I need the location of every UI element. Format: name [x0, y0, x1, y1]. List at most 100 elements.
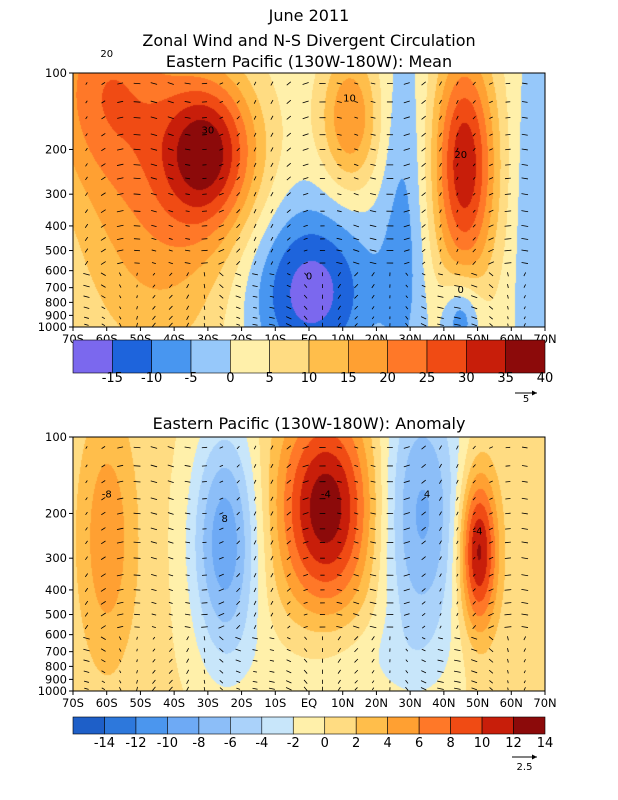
wind-vector: [471, 636, 478, 640]
wind-vector: [354, 272, 359, 277]
wind-vector: [219, 294, 224, 299]
wind-vector: [521, 262, 529, 264]
colorbar-label: -4: [255, 736, 268, 751]
wind-vector: [116, 177, 124, 180]
wind-vector: [253, 445, 257, 450]
wind-vector: [203, 679, 206, 684]
wind-vector: [472, 237, 476, 241]
wind-vector: [456, 479, 459, 484]
wind-vector: [523, 272, 527, 277]
wind-vector: [270, 248, 274, 253]
wind-vector: [488, 192, 494, 196]
wind-vector: [472, 209, 476, 213]
wind-vector: [236, 248, 241, 253]
wind-vector: [454, 637, 461, 640]
wind-vector: [116, 237, 124, 241]
wind-vector: [472, 541, 476, 544]
wind-vector: [456, 81, 459, 86]
wind-vector: [184, 82, 191, 85]
wind-vector: [184, 262, 191, 264]
wind-vector: [521, 541, 529, 544]
wind-vector: [84, 209, 88, 214]
wind-vector: [456, 556, 459, 560]
wind-vector: [303, 305, 308, 310]
wind-vector: [133, 498, 141, 500]
wind-vector: [421, 115, 426, 120]
wind-vector: [152, 679, 156, 684]
wind-vector: [421, 237, 426, 241]
wind-vector: [303, 588, 308, 592]
wind-vector: [405, 316, 409, 320]
wind-vector: [253, 147, 257, 152]
wind-vector: [370, 193, 377, 196]
wind-vector: [101, 306, 106, 310]
wind-vector: [168, 601, 173, 604]
colorbar-cell: [324, 716, 357, 735]
wind-vector: [354, 480, 359, 483]
wind-vector: [136, 322, 138, 327]
wind-vector: [101, 659, 106, 663]
wind-vector: [507, 658, 509, 663]
wind-vector: [167, 133, 174, 137]
wind-vector: [150, 527, 158, 531]
wind-vector: [505, 164, 511, 166]
wind-vector: [421, 132, 426, 137]
wind-vector: [286, 588, 291, 592]
wind-vector: [336, 588, 342, 591]
wind-vector: [100, 209, 106, 214]
y-tick-label: 1000: [38, 320, 67, 334]
wind-vector: [439, 625, 442, 629]
wind-vector: [403, 556, 410, 560]
wind-vector: [151, 626, 156, 628]
wind-vector: [523, 306, 526, 310]
wind-vector: [521, 588, 529, 591]
wind-vector: [437, 680, 444, 683]
wind-vector: [219, 680, 224, 684]
wind-vector: [505, 512, 511, 515]
wind-vector: [286, 115, 292, 120]
wind-vector: [285, 680, 292, 684]
colorbar-cell: [418, 716, 451, 735]
wind-vector: [488, 588, 494, 592]
wind-vector: [167, 480, 174, 484]
wind-vector: [168, 249, 173, 252]
wind-vector: [133, 134, 141, 136]
wind-vector: [136, 670, 138, 674]
wind-vector: [471, 284, 478, 288]
x-tick-label: 20S: [231, 696, 253, 710]
wind-vector: [302, 541, 309, 544]
wind-vector: [421, 601, 426, 605]
wind-vector: [253, 625, 257, 630]
wind-vector: [403, 541, 411, 544]
wind-vector: [421, 588, 426, 592]
wind-vector: [253, 511, 257, 516]
wind-vector: [302, 148, 309, 151]
wind-vector: [285, 316, 292, 320]
wind-vector: [337, 679, 341, 684]
wind-vector: [521, 101, 528, 103]
wind-vector: [101, 670, 106, 674]
wind-vector: [439, 540, 442, 545]
wind-vector: [203, 315, 206, 320]
contour-label: 0: [306, 271, 312, 282]
wind-vector: [488, 248, 494, 253]
wind-vector: [304, 272, 308, 276]
wind-vector: [472, 224, 476, 228]
wind-vector: [507, 648, 509, 653]
x-tick-label: 70N: [533, 696, 556, 710]
wind-vector: [218, 601, 225, 605]
wind-vector: [185, 225, 190, 227]
wind-vector: [253, 496, 257, 501]
wind-vector: [488, 177, 494, 180]
wind-vector: [370, 82, 376, 85]
wind-vector: [439, 224, 442, 228]
wind-vector: [302, 177, 309, 180]
wind-vector: [150, 148, 158, 151]
wind-vector: [454, 295, 461, 298]
wind-vector: [286, 648, 291, 652]
wind-vector: [236, 573, 241, 578]
wind-vector: [236, 624, 241, 630]
wind-vector: [369, 601, 377, 605]
wind-vector: [269, 680, 275, 683]
wind-vector: [405, 636, 409, 640]
